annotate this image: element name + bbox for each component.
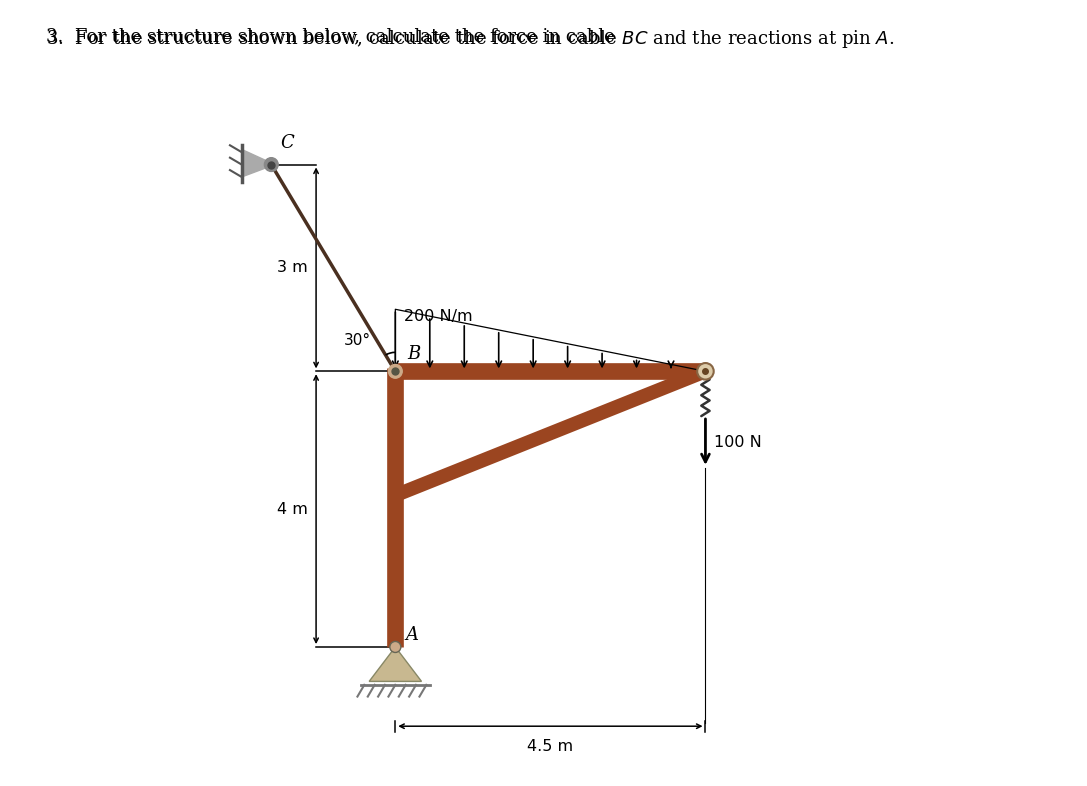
- Text: 100 N: 100 N: [714, 435, 762, 450]
- Circle shape: [390, 641, 401, 652]
- Text: 30°: 30°: [343, 333, 371, 348]
- Text: A: A: [405, 626, 418, 644]
- Polygon shape: [241, 149, 275, 177]
- Text: 3.  For the structure shown below, calculate the force in cable: 3. For the structure shown below, calcul…: [46, 28, 621, 46]
- Circle shape: [388, 365, 402, 378]
- Text: 3 m: 3 m: [277, 260, 308, 275]
- Text: 3.  For the structure shown below, calculate the force in cable $\mathit{BC}$ an: 3. For the structure shown below, calcul…: [46, 28, 894, 50]
- Text: 4 m: 4 m: [277, 501, 308, 516]
- Text: 200 N/m: 200 N/m: [403, 309, 472, 324]
- Circle shape: [697, 363, 714, 380]
- Text: 4.5 m: 4.5 m: [527, 739, 574, 754]
- Text: C: C: [280, 134, 293, 152]
- Circle shape: [264, 158, 278, 171]
- Text: B: B: [408, 345, 421, 363]
- Polygon shape: [370, 647, 422, 681]
